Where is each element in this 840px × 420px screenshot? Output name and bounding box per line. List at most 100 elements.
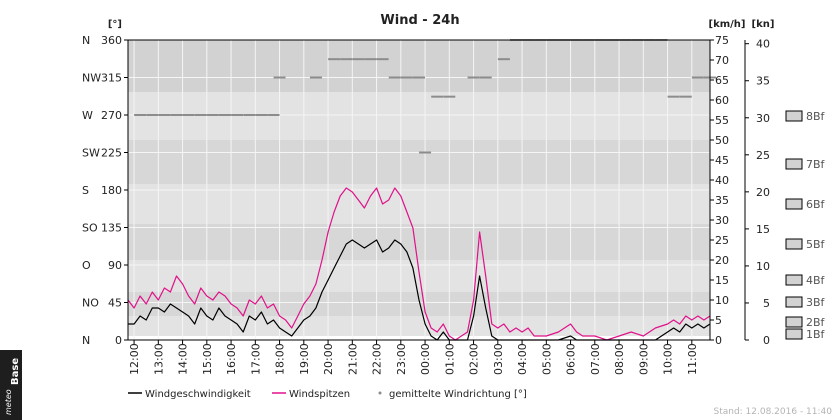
left-tick-label: 225 <box>101 147 122 160</box>
legend: Windgeschwindigkeit Windspitzen gemittelte… <box>128 389 527 400</box>
direction-point <box>243 114 256 116</box>
x-tick-label: 01:00 <box>443 343 456 375</box>
beaufort-label: 7Bf <box>806 158 826 171</box>
x-tick-label: 14:00 <box>177 343 190 375</box>
beaufort-label: 3Bf <box>806 296 826 309</box>
speed-tick-label: 5 <box>715 314 722 327</box>
speed-tick-label: 60 <box>715 94 729 107</box>
x-tick-label: 08:00 <box>613 343 626 375</box>
knots-tick-label: 40 <box>756 38 770 51</box>
left-tick-label: 45 <box>108 297 122 310</box>
x-tick-label: 13:00 <box>152 343 165 375</box>
x-tick-label: 10:00 <box>662 343 675 375</box>
x-tick-label: 17:00 <box>249 343 262 375</box>
beaufort-band <box>128 184 710 224</box>
direction-label: W <box>82 109 93 122</box>
x-tick-label: 21:00 <box>346 343 359 375</box>
direction-point <box>206 114 219 116</box>
beaufort-swatch <box>785 158 803 170</box>
speed-axis-unit: [km/h] <box>709 19 746 30</box>
speed-tick-label: 75 <box>715 34 729 47</box>
left-tick-label: 180 <box>101 184 122 197</box>
speed-tick-label: 45 <box>715 154 729 167</box>
x-tick-label: 00:00 <box>419 343 432 375</box>
x-tick-label: 07:00 <box>589 343 602 375</box>
direction-point <box>691 76 704 79</box>
knots-axis-unit: [kn] <box>752 19 775 30</box>
legend-direction-label: gemittelte Windrichtung [°] <box>389 389 527 400</box>
x-tick-label: 09:00 <box>637 343 650 375</box>
direction-point <box>679 95 692 98</box>
beaufort-band <box>128 316 710 336</box>
direction-point <box>219 114 231 116</box>
direction-point <box>267 114 280 116</box>
direction-point <box>388 76 401 79</box>
x-tick-label: 03:00 <box>492 343 505 375</box>
x-tick-label: 05:00 <box>540 343 553 375</box>
beaufort-swatch <box>785 274 803 286</box>
direction-point <box>431 95 444 98</box>
left-tick-label: 270 <box>101 109 122 122</box>
legend-gust-label: Windspitzen <box>289 389 350 400</box>
direction-label: SW <box>82 147 100 160</box>
direction-point <box>413 76 425 79</box>
beaufort-band <box>128 292 710 316</box>
x-axis-ticks: 12:00 13:00 14:00 15:00 16:00 17:00 18:00 19:00… <box>128 340 699 375</box>
beaufort-label: 5Bf <box>806 238 826 251</box>
x-tick-label: 15:00 <box>201 343 214 375</box>
x-tick-label: 16:00 <box>225 343 238 375</box>
x-tick-label: 22:00 <box>371 343 384 375</box>
legend-direction-swatch <box>378 391 382 395</box>
beaufort-swatch <box>785 296 803 308</box>
chart-title: Wind - 24h <box>380 13 459 28</box>
speed-axis-ticks: 0 5 10 15 20 25 30 35 40 45 50 55 60 65 70 75 <box>710 34 729 347</box>
speed-tick-label: 20 <box>715 254 729 267</box>
beaufort-band <box>128 140 710 184</box>
meteobase-logo: meteo Base <box>0 350 22 420</box>
direction-point <box>352 58 365 61</box>
speed-tick-label: 0 <box>715 334 722 347</box>
x-tick-label: 11:00 <box>686 343 699 375</box>
knots-tick-label: 5 <box>763 297 770 310</box>
direction-point <box>182 114 195 116</box>
x-tick-label: 20:00 <box>322 343 335 375</box>
beaufort-swatch <box>785 110 803 122</box>
speed-tick-label: 30 <box>715 214 729 227</box>
x-tick-label: 23:00 <box>395 343 408 375</box>
direction-label: NO <box>82 297 99 310</box>
legend-speed-label: Windgeschwindigkeit <box>145 389 251 400</box>
speed-tick-label: 70 <box>715 54 729 67</box>
speed-tick-label: 55 <box>715 114 729 127</box>
x-tick-label: 02:00 <box>468 343 481 375</box>
left-tick-label: 90 <box>108 259 122 272</box>
speed-tick-label: 40 <box>715 174 729 187</box>
direction-point <box>146 114 159 116</box>
beaufort-label: 1Bf <box>806 328 826 341</box>
x-tick-label: 04:00 <box>516 343 529 375</box>
direction-point <box>467 76 480 79</box>
direction-point <box>309 76 322 79</box>
beaufort-swatch <box>785 238 803 250</box>
speed-tick-label: 35 <box>715 194 729 207</box>
direction-point <box>170 114 183 116</box>
direction-point <box>194 114 207 116</box>
beaufort-label: 8Bf <box>806 110 826 123</box>
direction-point <box>376 58 389 61</box>
direction-point <box>273 76 286 79</box>
x-tick-label: 19:00 <box>298 343 311 375</box>
left-tick-label: 360 <box>101 34 122 47</box>
beaufort-swatch <box>785 198 803 210</box>
beaufort-swatch <box>785 328 803 340</box>
direction-point <box>419 151 432 154</box>
knots-tick-label: 25 <box>756 149 770 162</box>
direction-label: O <box>82 259 91 272</box>
speed-tick-label: 15 <box>715 274 729 287</box>
left-tick-label: 315 <box>101 72 122 85</box>
beaufort-swatch <box>785 316 803 328</box>
timestamp: Stand: 12.08.2016 - 11:40 <box>713 407 832 417</box>
direction-point <box>364 58 377 61</box>
direction-point <box>667 95 680 98</box>
left-axis-unit: [°] <box>108 19 122 30</box>
